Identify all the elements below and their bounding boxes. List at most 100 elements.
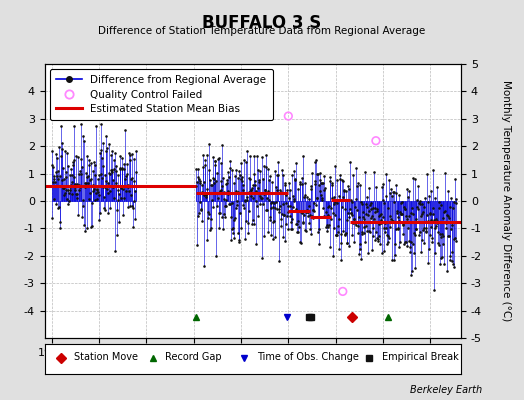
Point	[412, 216, 420, 222]
Point	[77, 121, 85, 128]
Point	[406, 249, 414, 256]
Point	[362, 223, 370, 229]
Point	[449, 205, 457, 211]
Point	[234, 189, 242, 196]
Point	[231, 173, 239, 179]
Point	[215, 210, 224, 216]
Point	[72, 152, 81, 159]
Point	[437, 202, 445, 208]
Point	[451, 238, 460, 244]
Point	[223, 176, 231, 183]
Point	[49, 164, 58, 170]
Point	[116, 166, 125, 172]
Point	[451, 175, 460, 182]
Point	[87, 224, 95, 230]
Point	[444, 233, 452, 239]
Point	[204, 167, 213, 173]
Point	[411, 176, 419, 182]
Point	[355, 214, 363, 220]
Point	[96, 150, 104, 156]
Point	[403, 242, 411, 249]
Point	[363, 204, 371, 210]
Point	[343, 240, 351, 247]
Point	[379, 213, 387, 220]
Point	[297, 240, 305, 246]
Point	[413, 219, 422, 225]
Point	[334, 229, 342, 235]
Point	[304, 203, 313, 209]
Point	[437, 234, 445, 240]
Point	[328, 180, 336, 186]
Point	[194, 210, 203, 216]
Point	[59, 185, 68, 191]
Point	[394, 225, 402, 231]
Point	[200, 192, 208, 198]
Point	[223, 191, 232, 197]
Point	[292, 221, 301, 228]
Point	[78, 164, 86, 170]
Point	[254, 213, 262, 219]
Point	[123, 184, 132, 190]
Point	[305, 226, 314, 232]
Point	[381, 170, 390, 177]
Point	[100, 205, 108, 211]
Point	[90, 159, 99, 165]
Point	[408, 268, 416, 274]
Point	[207, 216, 215, 222]
Point	[404, 194, 412, 200]
Point	[328, 182, 336, 188]
Y-axis label: Monthly Temperature Anomaly Difference (°C): Monthly Temperature Anomaly Difference (…	[501, 80, 511, 322]
Point	[286, 203, 294, 209]
Point	[431, 225, 440, 232]
Point	[296, 239, 304, 245]
Point	[56, 172, 64, 179]
Point	[367, 214, 376, 221]
Point	[439, 232, 447, 239]
Point	[252, 198, 260, 204]
Point	[64, 190, 73, 196]
Point	[224, 168, 232, 175]
Text: Time of Obs. Change: Time of Obs. Change	[257, 352, 359, 362]
Point	[315, 188, 324, 194]
Point	[439, 241, 447, 247]
Point	[193, 212, 202, 219]
Point	[423, 212, 431, 218]
Point	[58, 140, 66, 146]
Point	[324, 222, 333, 228]
Point	[425, 210, 434, 216]
Point	[260, 187, 269, 193]
Point	[242, 158, 250, 165]
Point	[227, 166, 236, 173]
Point	[383, 232, 391, 238]
Point	[398, 211, 407, 218]
Point	[195, 176, 203, 182]
Point	[258, 255, 266, 262]
Point	[291, 160, 300, 166]
Point	[281, 238, 289, 245]
Point	[422, 171, 431, 177]
Point	[355, 251, 363, 257]
Point	[265, 176, 274, 183]
Point	[52, 201, 61, 208]
Point	[292, 228, 301, 235]
Point	[132, 169, 140, 176]
Point	[82, 174, 91, 180]
Point	[241, 197, 249, 203]
Point	[447, 222, 456, 228]
Point	[413, 197, 421, 203]
Point	[107, 169, 116, 175]
Point	[102, 148, 110, 154]
Point	[359, 216, 368, 222]
Text: BUFFALO 3 S: BUFFALO 3 S	[202, 14, 322, 32]
Point	[376, 241, 384, 247]
Point	[434, 240, 442, 246]
Point	[270, 218, 278, 224]
Point	[216, 178, 225, 184]
Point	[340, 187, 348, 193]
Text: Berkeley Earth: Berkeley Earth	[410, 385, 482, 395]
Point	[422, 228, 431, 234]
Point	[108, 147, 116, 154]
Point	[340, 188, 348, 194]
Point	[99, 140, 107, 146]
Point	[230, 217, 238, 224]
